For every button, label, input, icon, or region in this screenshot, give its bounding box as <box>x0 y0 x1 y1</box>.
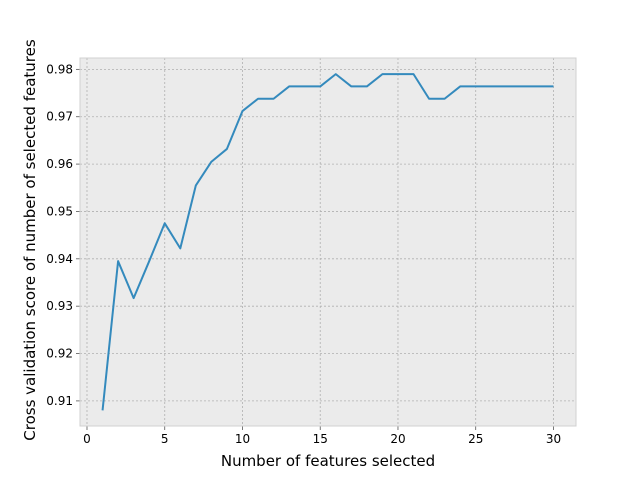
data-point <box>226 148 228 150</box>
x-tick-label: 15 <box>313 432 328 446</box>
data-point <box>117 260 119 262</box>
y-tick-label: 0.91 <box>46 394 73 408</box>
grid <box>80 58 576 426</box>
data-point <box>537 85 539 87</box>
data-point <box>335 73 337 75</box>
y-tick-label: 0.96 <box>46 157 73 171</box>
data-point <box>350 85 352 87</box>
data-point <box>304 85 306 87</box>
y-axis-label: Cross validation score of number of sele… <box>21 39 39 441</box>
data-point <box>475 85 477 87</box>
data-point <box>273 98 275 100</box>
data-point <box>257 98 259 100</box>
plot-area <box>80 58 576 426</box>
y-tick-label: 0.92 <box>46 347 73 361</box>
x-axis-ticks: 0 5 10 15 20 25 30 <box>83 426 561 446</box>
x-tick-label: 0 <box>83 432 91 446</box>
data-point <box>102 409 104 411</box>
data-point <box>413 73 415 75</box>
data-point <box>490 85 492 87</box>
data-point <box>381 73 383 75</box>
x-tick-label: 25 <box>468 432 483 446</box>
y-tick-label: 0.97 <box>46 110 73 124</box>
x-tick-label: 20 <box>390 432 405 446</box>
series-line-0 <box>101 73 554 411</box>
y-tick-label: 0.94 <box>46 252 73 266</box>
data-point <box>444 98 446 100</box>
data-point <box>288 85 290 87</box>
data-point <box>148 260 150 262</box>
data-point <box>552 85 554 87</box>
y-tick-label: 0.93 <box>46 299 73 313</box>
data-point <box>133 297 135 299</box>
data-point <box>319 85 321 87</box>
data-point <box>397 73 399 75</box>
data-point <box>428 98 430 100</box>
x-axis-label: Number of features selected <box>221 452 435 470</box>
plot-frame <box>79 57 577 427</box>
data-point <box>241 110 243 112</box>
data-point <box>521 85 523 87</box>
series-lines <box>101 73 554 411</box>
data-point <box>366 85 368 87</box>
data-point <box>179 247 181 249</box>
x-tick-label: 5 <box>161 432 169 446</box>
data-point <box>459 85 461 87</box>
plot-border <box>79 57 577 427</box>
data-point <box>164 222 166 224</box>
data-point <box>506 85 508 87</box>
x-tick-label: 30 <box>546 432 561 446</box>
data-point <box>210 161 212 163</box>
x-tick-label: 10 <box>235 432 250 446</box>
y-axis-ticks: 0.91 0.92 0.93 0.94 0.95 0.96 0.97 0.98 <box>46 62 80 408</box>
y-tick-label: 0.95 <box>46 204 73 218</box>
data-point <box>195 184 197 186</box>
y-tick-label: 0.98 <box>46 62 73 76</box>
